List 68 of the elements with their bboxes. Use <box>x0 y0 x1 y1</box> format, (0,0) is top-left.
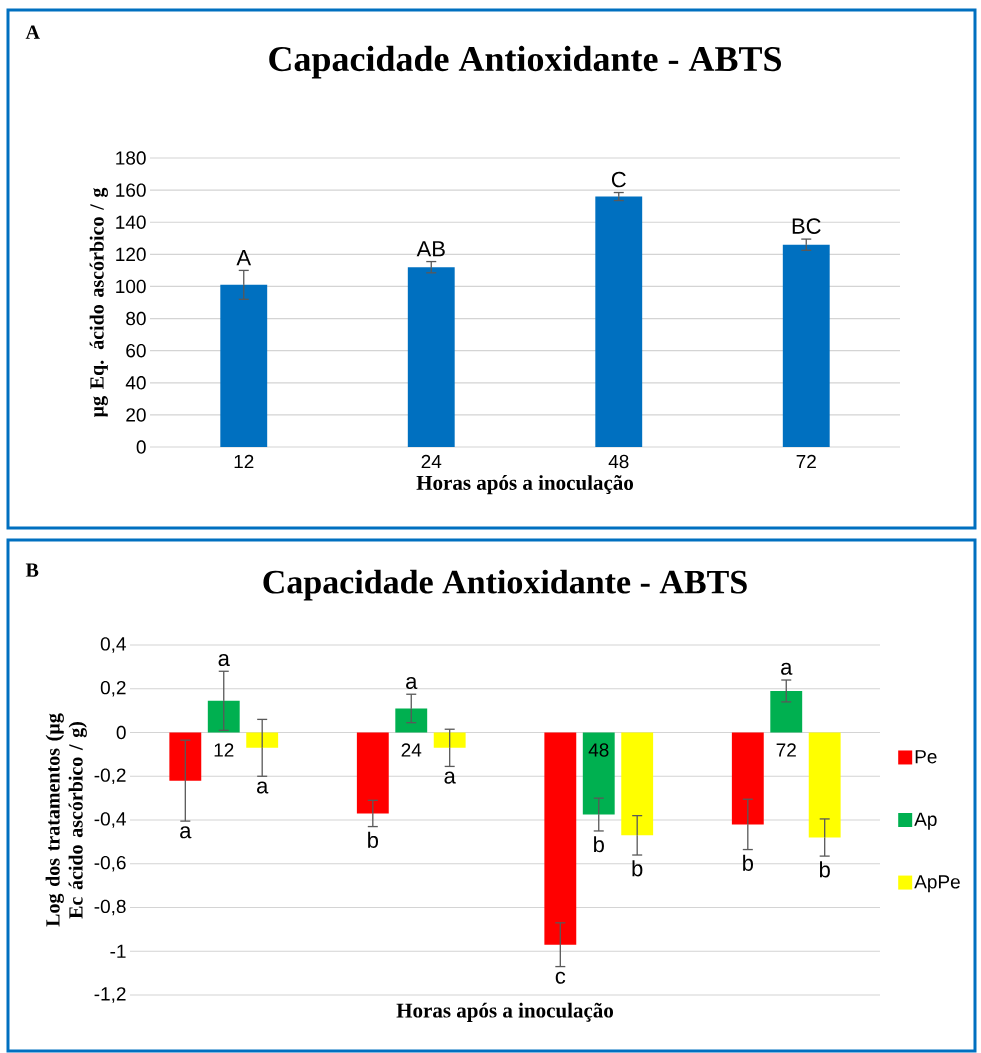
bar <box>582 732 615 815</box>
y-tick-label: -0,8 <box>94 899 126 916</box>
y-tick-label: 0,4 <box>100 637 126 653</box>
annotation: BC <box>792 218 821 234</box>
annotation: a <box>781 662 793 675</box>
bar <box>356 732 389 814</box>
y-tick-label: 40 <box>125 376 146 390</box>
y-axis-title: µg Eq. ácido ascórbico / g <box>89 187 108 418</box>
y-tick-label: 120 <box>116 247 146 262</box>
x-tick-label: 72 <box>776 743 796 757</box>
bar <box>595 196 643 448</box>
y-tick-label: 0 <box>116 725 126 740</box>
y-tick-label: 140 <box>116 215 146 229</box>
x-axis-title: Horas após a inoculação <box>396 1002 614 1022</box>
annotation: a <box>257 781 269 794</box>
annotation: a <box>406 676 418 690</box>
annotation: a <box>444 771 456 784</box>
bar <box>731 732 764 825</box>
annotation: a <box>218 654 230 667</box>
annotation: a <box>180 826 192 839</box>
y-tick-label: 180 <box>116 151 146 165</box>
x-tick-label: 24 <box>421 454 442 469</box>
legend-label: ApPe <box>914 875 960 893</box>
y-tick-label: 80 <box>126 311 146 326</box>
x-tick-label: 72 <box>796 454 816 469</box>
x-axis-title: Horas após a inoculação <box>416 475 634 495</box>
annotation: b <box>743 854 754 871</box>
bar <box>808 732 841 838</box>
bar <box>770 690 803 733</box>
annotation: b <box>594 836 604 853</box>
y-tick-label: 160 <box>116 183 146 197</box>
text: B <box>25 563 39 577</box>
chart-title: Capacidade Antioxidante - ABTS <box>269 45 781 79</box>
y-axis-title: Log dos tratamentos (µg Ec ácido ascórbico / g) <box>45 713 87 927</box>
annotation: b <box>368 831 379 848</box>
annotation: A <box>236 250 252 266</box>
annotation: b <box>819 861 830 878</box>
y-tick-label: 0,2 <box>100 680 126 697</box>
bar <box>544 732 577 945</box>
y-tick-label: -0,4 <box>94 812 126 828</box>
bar <box>220 284 268 448</box>
y-tick-label: -0,6 <box>94 855 126 872</box>
y-tick-label: 60 <box>126 343 146 358</box>
x-tick-label: 12 <box>234 454 254 469</box>
y-tick-label: 20 <box>126 408 146 422</box>
x-tick-label: 48 <box>588 743 609 757</box>
annotation: C <box>611 171 626 188</box>
y-tick-label: -1,2 <box>94 987 126 1003</box>
y-tick-label: -1 <box>110 944 126 958</box>
text: A <box>25 25 40 39</box>
bar <box>246 732 279 748</box>
annotation: c <box>555 971 566 984</box>
bar <box>621 732 654 836</box>
annotation: b <box>632 860 643 877</box>
annotation: AB <box>416 241 445 257</box>
legend-label: Ap <box>914 812 937 830</box>
y-tick-label: 100 <box>116 279 146 294</box>
bar <box>433 732 466 748</box>
bar <box>782 244 830 448</box>
bar <box>395 708 428 733</box>
chart-title: Capacidade Antioxidante - ABTS <box>263 569 747 601</box>
x-tick-label: 24 <box>401 743 422 757</box>
x-tick-label: 48 <box>608 454 629 469</box>
y-tick-label: -0,2 <box>94 768 126 785</box>
bar <box>407 267 455 448</box>
y-tick-label: 0 <box>136 440 146 454</box>
x-tick-label: 12 <box>214 743 234 757</box>
legend-label: Pe <box>915 750 937 764</box>
